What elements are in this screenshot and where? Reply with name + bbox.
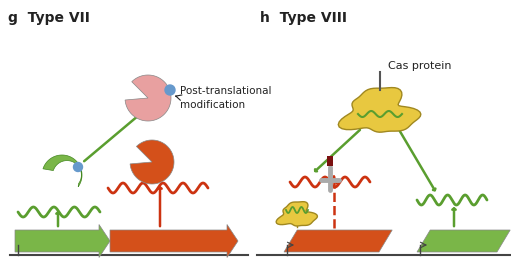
Polygon shape [130,140,174,184]
Polygon shape [43,155,82,187]
Text: Post-translational
modification: Post-translational modification [180,87,271,109]
Polygon shape [110,225,238,258]
Polygon shape [284,230,392,252]
Text: g  Type VII: g Type VII [8,11,90,25]
Text: Cas protein: Cas protein [388,61,452,71]
Text: h  Type VIII: h Type VIII [260,11,347,25]
Circle shape [74,162,82,171]
Polygon shape [15,225,110,258]
Polygon shape [276,202,317,226]
Bar [327,156,333,166]
Polygon shape [417,230,510,252]
Polygon shape [125,75,171,121]
Polygon shape [338,88,421,132]
Circle shape [165,85,175,95]
